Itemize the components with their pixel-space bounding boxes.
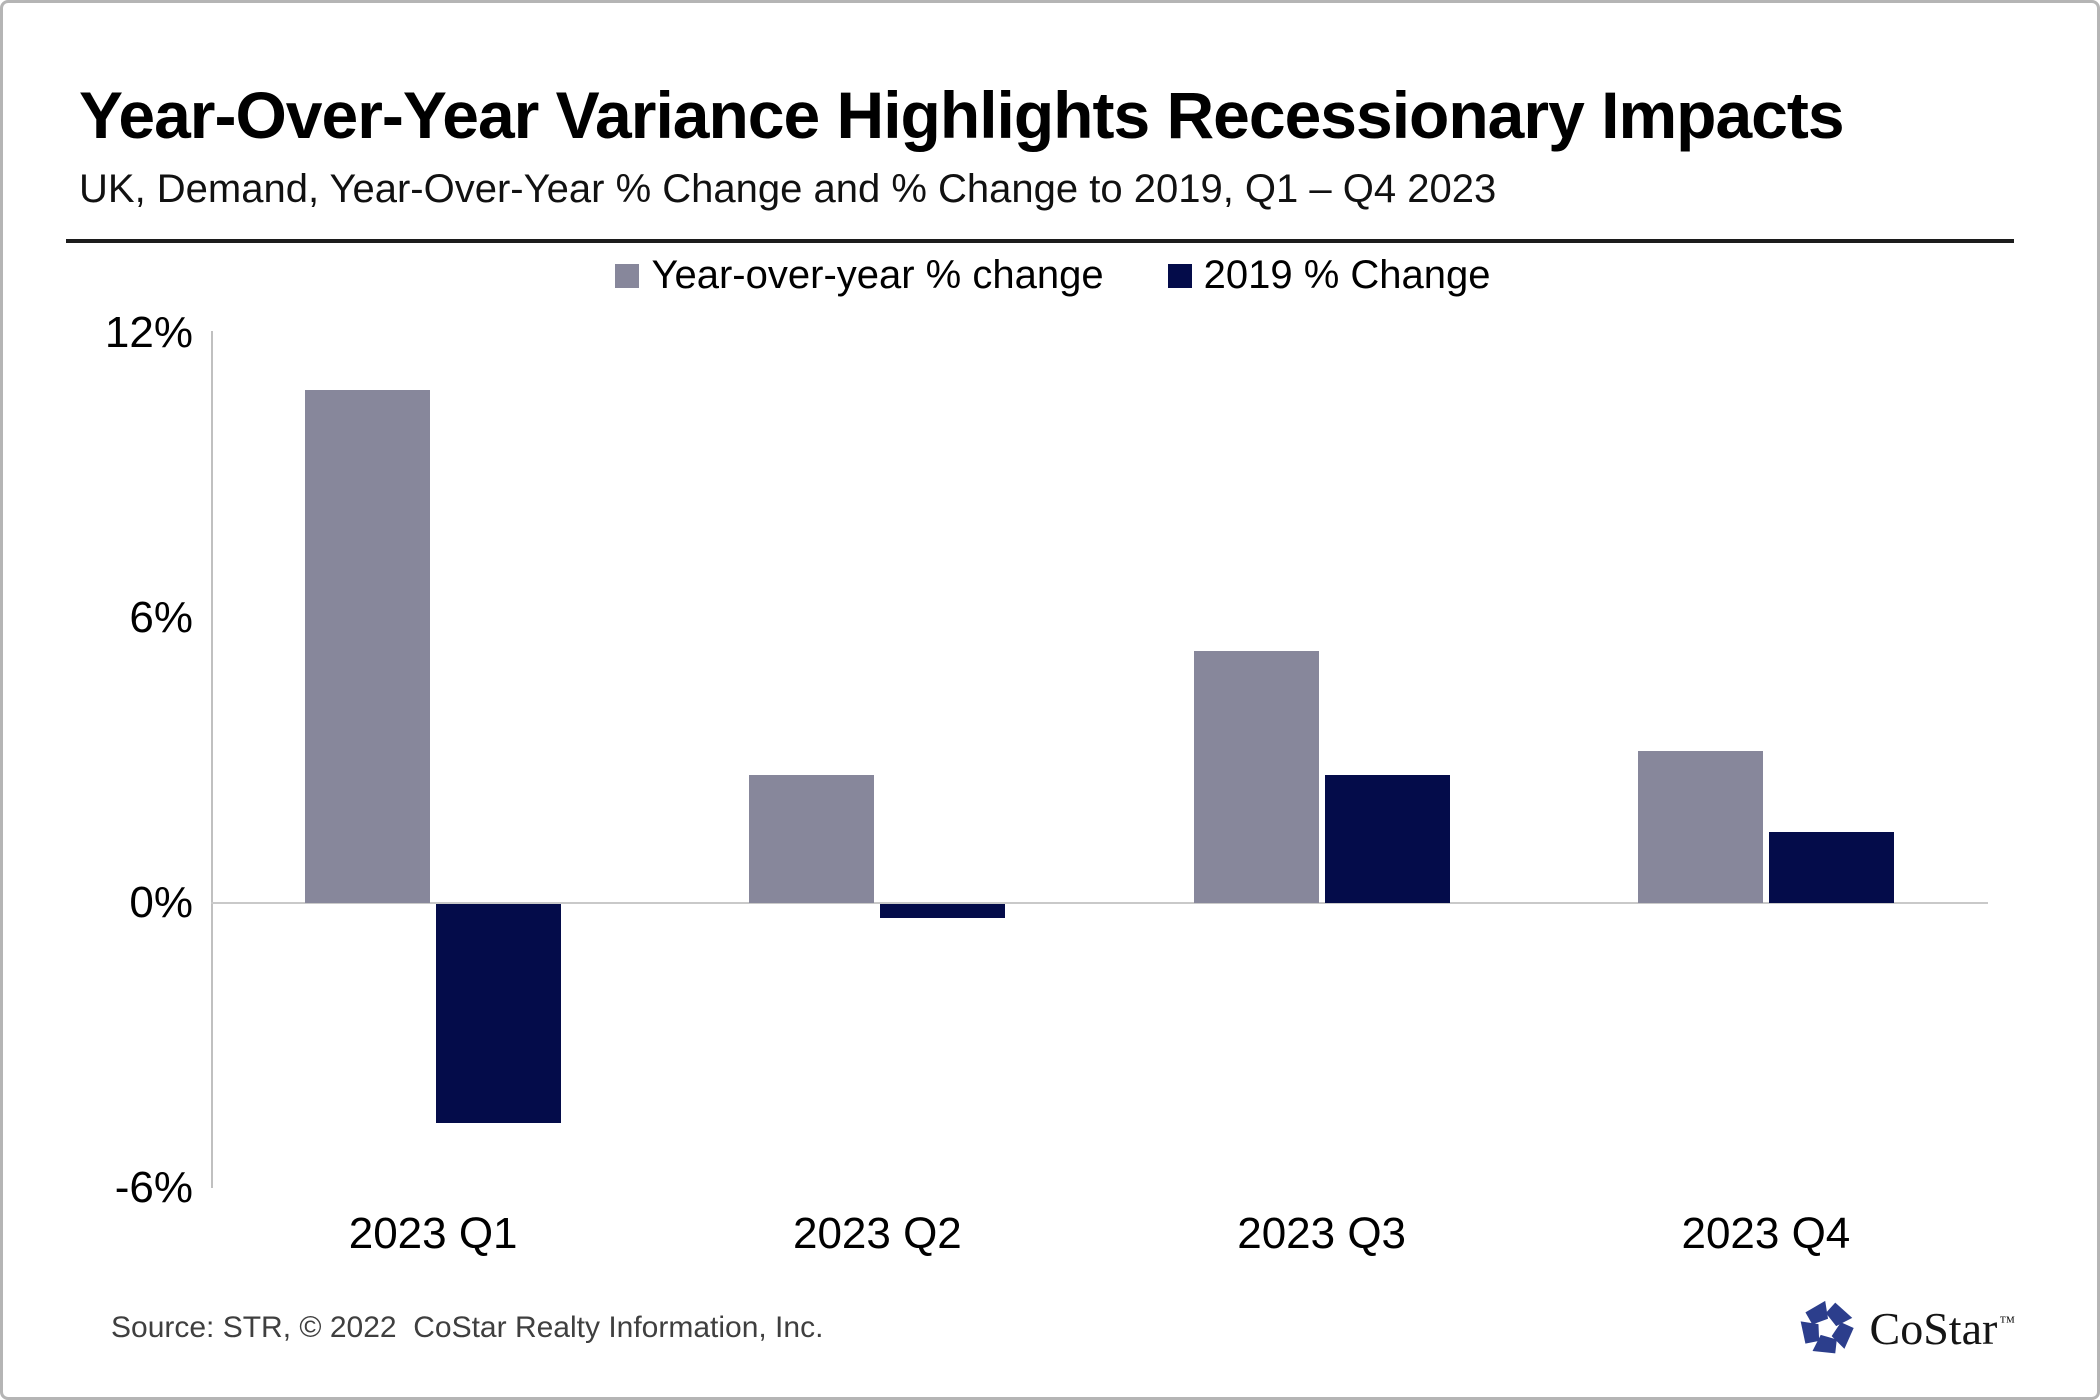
x-tick-label: 2023 Q1: [348, 1209, 518, 1258]
y-tick-label: 0%: [129, 878, 193, 927]
legend-label-2019: 2019 % Change: [1203, 253, 1491, 297]
costar-pinwheel-icon: [1800, 1300, 1854, 1354]
bar-2019-2023-q3: [1324, 774, 1450, 903]
y-tick-label: -6%: [114, 1163, 193, 1212]
legend-item-yoy: Year-over-year % change: [615, 253, 1104, 298]
y-tick-label: 6%: [129, 593, 193, 642]
bar-yoy-2023-q3: [1193, 651, 1319, 903]
x-tick-label: 2023 Q3: [1237, 1209, 1407, 1258]
bar-2019-2023-q2: [880, 904, 1006, 919]
bar-yoy-2023-q1: [305, 390, 431, 903]
y-tick-label: 12%: [104, 308, 193, 357]
header-divider-line: [66, 239, 2014, 243]
legend-swatch-2019: [1167, 263, 1192, 288]
legend-label-yoy: Year-over-year % change: [651, 253, 1104, 297]
bar-yoy-2023-q2: [749, 774, 875, 903]
plot-area: 12% 6% 0% -6% 2023 Q1 2023 Q2 2023 Q3 2023 Q4: [3, 3, 2097, 1397]
costar-logo: CoStar ™: [1798, 1297, 2015, 1359]
bar-2019-2023-q1: [436, 904, 562, 1123]
chart-subtitle: UK, Demand, Year-Over-Year % Change and …: [79, 167, 1497, 211]
chart-title: Year-Over-Year Variance Highlights Reces…: [79, 78, 1845, 152]
x-tick-label: 2023 Q4: [1681, 1209, 1851, 1258]
costar-logo-text: CoStar ™: [1869, 1302, 2015, 1354]
bar-2019-2023-q4: [1768, 831, 1894, 903]
legend-item-2019: 2019 % Change: [1167, 253, 1491, 298]
y-axis-line: [211, 331, 213, 1188]
trademark-symbol: ™: [1999, 1314, 2015, 1332]
bar-yoy-2023-q4: [1637, 751, 1763, 903]
source-attribution: Source: STR, © 2022 CoStar Realty Inform…: [111, 1311, 824, 1344]
legend-swatch-yoy: [615, 263, 640, 288]
legend: Year-over-year % change 2019 % Change: [3, 253, 2097, 298]
zero-baseline: [211, 902, 1988, 904]
x-tick-label: 2023 Q2: [792, 1209, 962, 1258]
